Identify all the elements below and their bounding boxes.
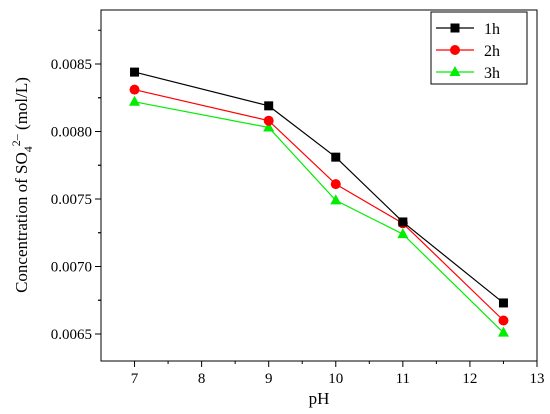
- y-tick-label: 0.0075: [51, 192, 92, 208]
- x-tick-label: 10: [328, 371, 343, 387]
- x-tick-label: 7: [131, 371, 139, 387]
- y-axis-title: Concentration of SO42– (mol/L): [9, 77, 35, 293]
- data-point: [129, 95, 141, 106]
- data-point: [497, 326, 509, 337]
- legend-item-1h: 1h: [436, 21, 500, 38]
- data-point: [129, 84, 140, 95]
- legend-marker: [450, 23, 460, 33]
- legend-box: [430, 11, 528, 85]
- data-point: [397, 228, 409, 239]
- data-point: [331, 152, 341, 162]
- y-tick-label: 0.0080: [51, 125, 92, 141]
- y-tick-label: 0.0065: [51, 327, 92, 343]
- axes-layer: 7 8 9 10 11 12 13 0.0065 0.0070 0.0075 0.0080 0.008…: [51, 29, 545, 387]
- data-point: [263, 121, 275, 132]
- data-point: [330, 194, 342, 205]
- data-point: [398, 217, 408, 227]
- series-3h: [129, 95, 509, 337]
- legend-marker: [449, 66, 461, 76]
- legend-label: 2h: [484, 43, 500, 60]
- data-point: [498, 315, 509, 326]
- legend-label: 3h: [484, 65, 500, 82]
- legend-marker: [450, 45, 460, 55]
- y-tick-label: 0.0070: [51, 260, 92, 276]
- legend-label: 1h: [484, 21, 500, 38]
- data-point: [498, 298, 508, 308]
- x-tick-label: 8: [198, 371, 206, 387]
- series-line: [134, 71, 504, 304]
- x-tick-label: 13: [530, 371, 545, 387]
- data-point: [264, 101, 274, 111]
- series-1h: [130, 67, 508, 308]
- series-line: [134, 89, 504, 321]
- data-point: [263, 115, 274, 126]
- series-2h: [129, 84, 509, 326]
- x-tick-label: 9: [265, 371, 273, 387]
- plot-area: [100, 9, 538, 362]
- data-point: [130, 67, 140, 77]
- series-layer: [129, 67, 509, 337]
- y-tick-label: 0.0085: [51, 57, 92, 73]
- series-line: [134, 101, 504, 334]
- legend-item-2h: 2h: [436, 43, 500, 60]
- legend: 1h 2h 3h: [430, 11, 528, 85]
- data-point: [330, 179, 341, 190]
- x-tick-label: 11: [396, 371, 410, 387]
- x-axis-title: pH: [309, 389, 330, 408]
- legend-item-3h: 3h: [436, 65, 500, 82]
- y-axis-title-superscript: 2–: [9, 133, 23, 146]
- y-axis-title-subscript: 4: [21, 146, 35, 152]
- x-tick-label: 12: [462, 371, 477, 387]
